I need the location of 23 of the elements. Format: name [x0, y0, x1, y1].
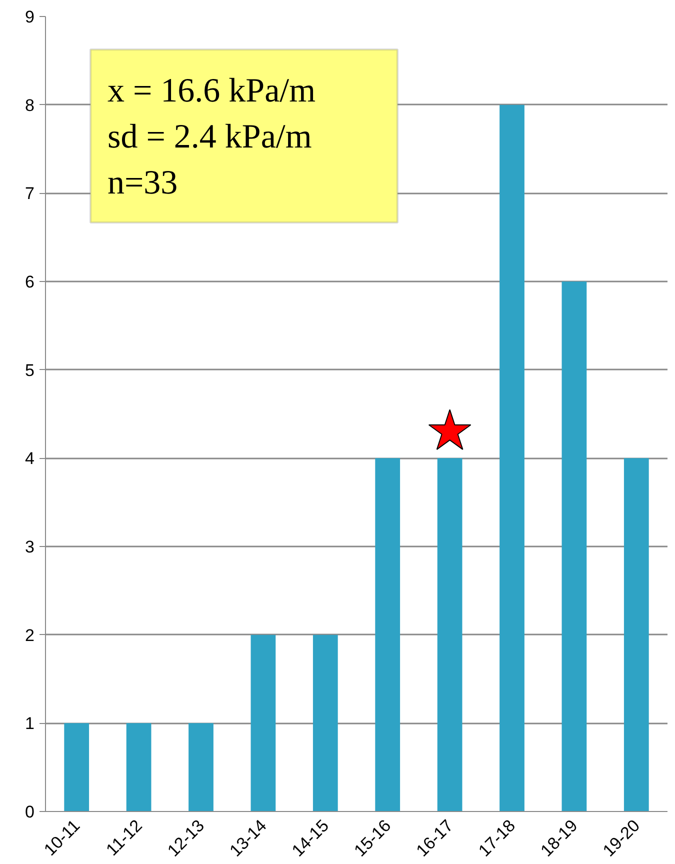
bar — [500, 104, 524, 812]
y-tick-label: 4 — [25, 449, 35, 468]
y-tick-label: 0 — [25, 802, 35, 822]
bar — [250, 634, 276, 812]
annotation: x = 16.6 kPa/m — [108, 72, 316, 110]
bar — [126, 723, 152, 812]
bar — [188, 723, 214, 812]
bar — [375, 458, 400, 812]
bar — [562, 282, 587, 812]
y-tick-label: 1 — [25, 714, 35, 734]
y-tick-label: 5 — [25, 360, 35, 380]
annotation: sd = 2.4 kPa/m — [108, 118, 312, 156]
bar — [437, 458, 462, 812]
annotation: n=33 — [108, 164, 178, 202]
y-tick-label: 6 — [25, 272, 35, 292]
y-tick-label: 9 — [25, 8, 35, 26]
y-tick-label: 7 — [25, 184, 35, 204]
bar — [624, 458, 649, 812]
y-tick-label: 3 — [25, 538, 35, 556]
y-tick-label: 8 — [25, 96, 35, 115]
bar — [312, 634, 338, 812]
bar — [64, 723, 90, 812]
y-tick-label: 2 — [25, 626, 35, 645]
